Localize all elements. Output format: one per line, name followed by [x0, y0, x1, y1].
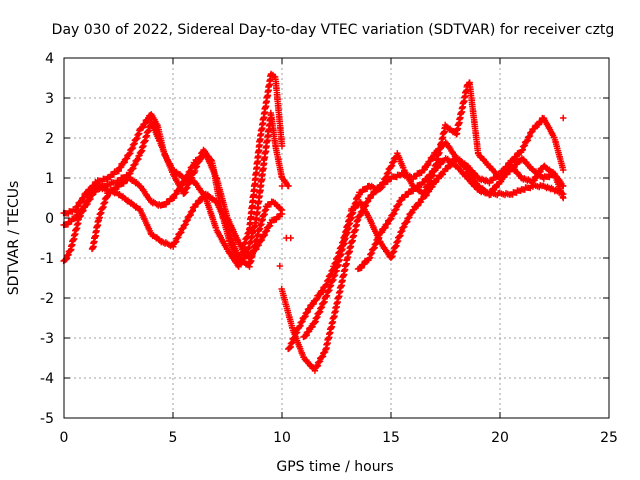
y-tick-label: 0 [45, 211, 54, 227]
y-tick-label: -4 [40, 371, 54, 387]
x-tick-label: 15 [382, 430, 400, 446]
x-tick-label: 5 [169, 430, 178, 446]
y-tick-label: -1 [40, 251, 54, 267]
y-tick-label: -2 [40, 291, 54, 307]
plot-frame [63, 57, 610, 419]
y-tick-label: 2 [45, 131, 54, 147]
x-tick-label: 0 [60, 430, 69, 446]
data-point [278, 142, 286, 150]
chart-title: Day 030 of 2022, Sidereal Day-to-day VTE… [52, 22, 615, 38]
data-point [103, 194, 110, 201]
data-point [101, 199, 108, 207]
y-tick-label: -3 [40, 331, 54, 347]
y-tick-label: 4 [45, 51, 54, 67]
x-tick-label: 20 [491, 430, 509, 446]
data-point [388, 253, 395, 261]
x-axis-label: GPS time / hours [276, 459, 393, 475]
data-point [278, 210, 286, 218]
data-point [99, 204, 106, 212]
data-point [329, 277, 336, 284]
data-point [331, 272, 338, 280]
x-tick-label: 25 [600, 430, 618, 446]
y-tick-label: 3 [45, 91, 54, 107]
x-tick-label: 10 [273, 430, 291, 446]
data-point [392, 243, 399, 250]
data-point [313, 296, 320, 304]
data-point [390, 248, 397, 256]
data-point [560, 114, 567, 122]
data-point [322, 293, 330, 300]
data-point [326, 283, 334, 290]
data-points [60, 70, 567, 374]
data-point [285, 182, 292, 190]
y-tick-label: -5 [40, 411, 54, 427]
data-point [560, 166, 567, 174]
gridlines [64, 58, 609, 418]
y-axis-label: SDTVAR / TECUs [6, 181, 22, 296]
data-point [325, 287, 332, 295]
data-point [97, 210, 104, 217]
y-tick-label: 1 [45, 171, 54, 187]
data-point [394, 238, 401, 245]
data-point [287, 234, 294, 242]
data-point [95, 215, 103, 222]
data-point [396, 233, 403, 240]
